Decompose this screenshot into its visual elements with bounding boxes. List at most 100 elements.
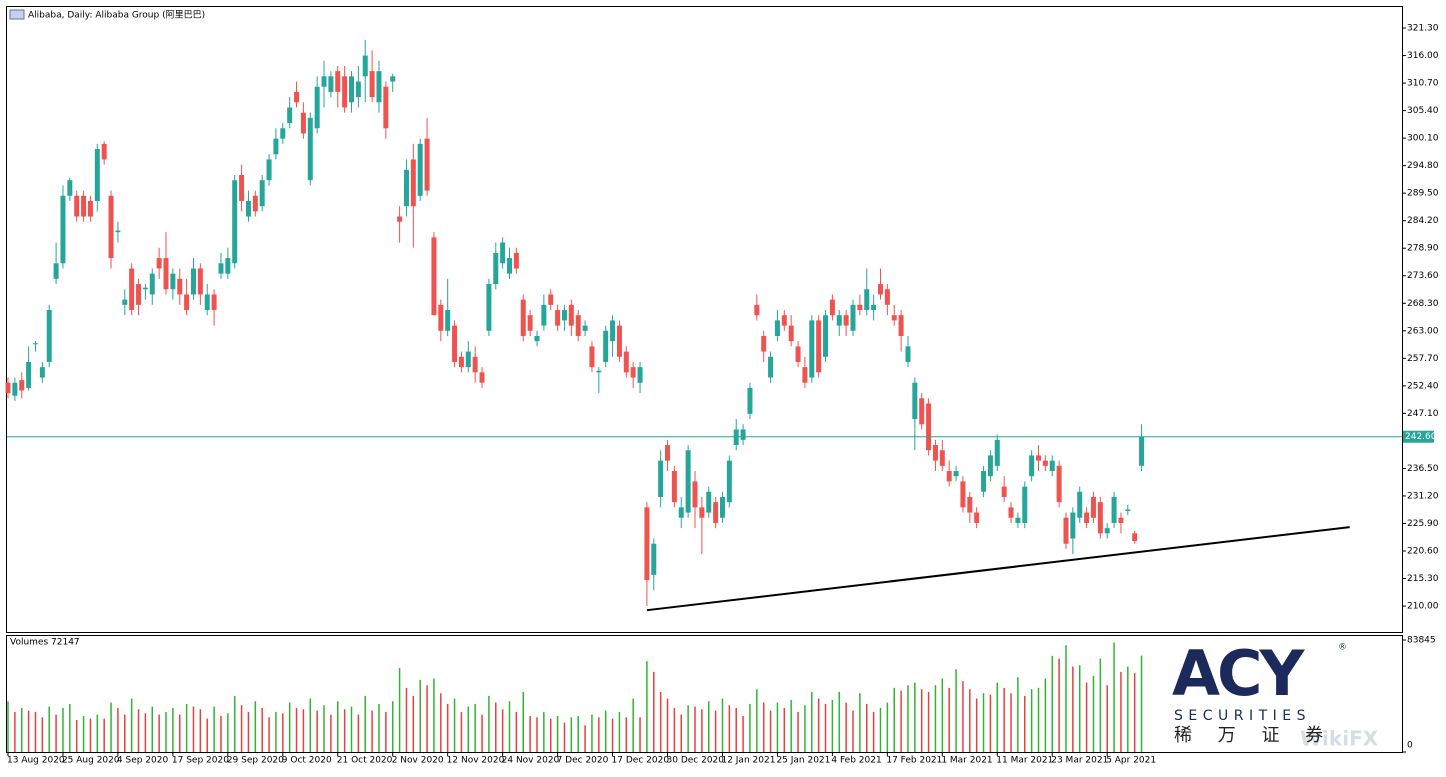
candle-body <box>376 71 382 103</box>
candle-body <box>136 284 142 305</box>
candle-body <box>438 304 444 331</box>
candle-body <box>170 273 176 290</box>
candle-body <box>239 174 245 201</box>
y-tick-label: 310.70 <box>1407 79 1439 89</box>
candle-body <box>836 315 842 326</box>
candle-body <box>472 356 478 373</box>
candle-body <box>781 315 787 326</box>
candle-body <box>252 195 258 212</box>
candle-body <box>946 471 952 482</box>
candle-body <box>1097 502 1103 534</box>
candle-body <box>26 361 32 388</box>
candle-body <box>1022 486 1028 523</box>
candle-body <box>843 315 849 326</box>
candle-body <box>307 117 313 181</box>
y-tick-label: 83845 <box>1407 636 1436 646</box>
candle-body <box>101 143 107 160</box>
candle-body <box>582 325 588 331</box>
candle-body <box>1008 507 1014 518</box>
candle-body <box>850 304 856 331</box>
candle-body <box>658 460 664 497</box>
candle-body <box>225 258 231 274</box>
candle-body <box>527 315 533 331</box>
x-tick-label: 2 Nov 2020 <box>392 756 444 766</box>
candle-body <box>768 356 774 378</box>
x-tick-label: 25 Jan 2021 <box>776 756 830 766</box>
candle-body <box>568 304 574 326</box>
candle-body <box>919 398 925 425</box>
candle-body <box>1056 465 1062 503</box>
candle-body <box>355 81 361 98</box>
candle-body <box>884 289 890 305</box>
candle-body <box>431 237 437 316</box>
x-tick-label: 17 Sep 2020 <box>172 756 229 766</box>
y-tick-label: 278.90 <box>1407 244 1439 254</box>
x-tick-label: 24 Nov 2020 <box>502 756 560 766</box>
candle-body <box>1111 496 1117 523</box>
candle-body <box>974 512 980 523</box>
y-tick-label: 289.50 <box>1407 189 1439 199</box>
candle-body <box>994 439 1000 466</box>
logo: ACY ® SECURITIES 稀 万 证 券 <box>1172 637 1347 746</box>
candle-body <box>1042 460 1048 466</box>
volume-title: Volumes 72147 <box>10 638 80 648</box>
candle-body <box>452 325 458 362</box>
candle-body <box>912 382 918 420</box>
candle-body <box>67 180 73 196</box>
candle-body <box>685 450 691 513</box>
candle-body <box>479 372 485 383</box>
y-tick-label: 257.70 <box>1407 354 1439 364</box>
candle-body <box>1084 512 1090 523</box>
candle-body <box>211 294 217 311</box>
y-tick-label: 284.20 <box>1407 216 1439 226</box>
candle-body <box>259 180 265 207</box>
y-tick-label: 236.50 <box>1407 464 1439 474</box>
current-price-label: 242.60 <box>1405 432 1437 442</box>
candle-body <box>349 76 354 103</box>
candle-body <box>273 138 279 155</box>
y-tick-label: 273.60 <box>1407 271 1439 281</box>
candle-body <box>1104 528 1110 534</box>
candle-body <box>987 455 993 477</box>
candle-body <box>534 335 540 342</box>
candle-body <box>383 86 389 129</box>
candle-body <box>1125 509 1131 511</box>
y-tick-label: 263.00 <box>1407 326 1439 336</box>
y-tick-label: 220.60 <box>1407 546 1439 556</box>
candle-body <box>410 159 416 207</box>
candle-body <box>891 315 897 321</box>
candle-body <box>280 128 286 139</box>
x-tick-label: 30 Dec 2020 <box>667 756 725 766</box>
candle-body <box>32 343 38 345</box>
candle-body <box>163 258 169 290</box>
candle-body <box>1070 512 1076 539</box>
candle-body <box>1036 455 1041 461</box>
candle-body <box>87 200 93 217</box>
candle-body <box>1132 533 1138 542</box>
candle-body <box>774 320 780 336</box>
candle-body <box>623 351 629 373</box>
candle-body <box>390 76 396 82</box>
candle-body <box>294 91 300 103</box>
candle-body <box>218 263 224 274</box>
candle-body <box>1001 486 1007 497</box>
candle-body <box>81 195 87 217</box>
candle-body <box>575 315 581 336</box>
candle-body <box>142 287 148 290</box>
candle-body <box>424 138 430 191</box>
candle-body <box>46 310 52 362</box>
logo-name: ACY <box>1172 637 1305 710</box>
candle-body <box>1090 496 1096 518</box>
x-tick-label: 25 Aug 2020 <box>62 756 120 766</box>
x-tick-label: 12 Jan 2021 <box>721 756 775 766</box>
candle-body <box>314 86 320 129</box>
candle-body <box>5 382 11 394</box>
candle-body <box>458 356 464 368</box>
candle-body <box>1049 460 1055 472</box>
candle-body <box>610 320 616 342</box>
y-tick-label: 210.00 <box>1407 602 1439 612</box>
candle-body <box>397 216 403 222</box>
candle-body <box>486 284 492 331</box>
candle-body <box>871 304 877 311</box>
